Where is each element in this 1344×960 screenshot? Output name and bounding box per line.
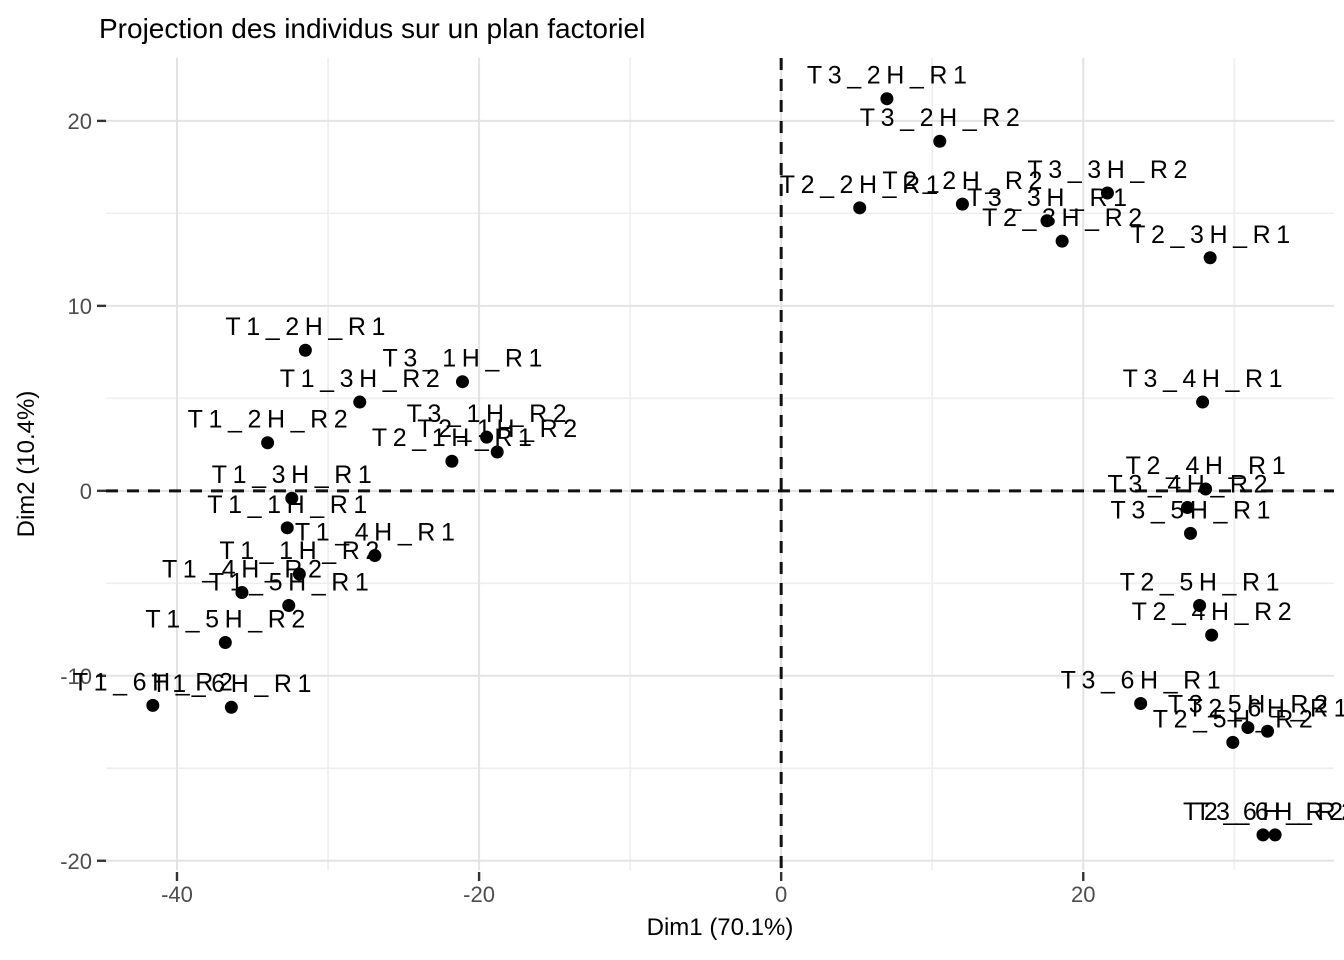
data-point-T2_4H_R1 (1199, 482, 1213, 496)
point-label-T1_6H_R1: T1_6H_R1 (151, 670, 311, 698)
point-label-T3_5H_R1: T3_5H_R1 (1111, 496, 1271, 524)
point-label-T1_5H_R1: T1_5H_R1 (209, 568, 369, 596)
point-label-T2_5H_R1: T2_5H_R1 (1120, 568, 1280, 596)
point-label-T2_3H_R1: T2_3H_R1 (1130, 221, 1290, 249)
point-label-T1_1H_R1: T1_1H_R1 (207, 491, 367, 519)
y-axis-title: Dim2 (10.4%) (13, 390, 40, 538)
data-point-T2_6H_R2 (1256, 828, 1270, 842)
point-label-T2_2H_R2: T2_2H_R2 (882, 167, 1042, 195)
point-label-T1_4H_R2: T1_4H_R2 (162, 556, 322, 584)
y-axis-tick-label: 0 (80, 479, 92, 504)
point-label-T2_2H_R1: T2_2H_R1 (780, 171, 940, 199)
y-axis-tick-label: -10 (60, 664, 92, 689)
point-label-T1_4H_R1: T1_4H_R1 (295, 519, 455, 547)
point-label-T1_2H_R2: T1_2H_R2 (188, 406, 348, 434)
data-point-T1_4H_R1 (368, 549, 382, 563)
data-point-T3_3H_R1 (1040, 214, 1054, 228)
data-point-T2_3H_R2 (1055, 234, 1069, 248)
data-point-T1_6H_R1 (224, 700, 238, 714)
x-axis-tick-label: -20 (463, 882, 495, 907)
data-point-T1_5H_R2 (218, 635, 232, 649)
data-point-T3_1H_R2 (480, 430, 494, 444)
chart-title: Projection des individus sur un plan fac… (99, 13, 646, 44)
data-point-T2_1H_R2 (490, 445, 504, 459)
data-point-T1_1H_R1 (280, 521, 294, 535)
data-point-T1_4H_R2 (235, 586, 249, 600)
data-point-T3_5H_R2 (1241, 721, 1255, 735)
point-label-T1_2H_R1: T1_2H_R1 (225, 313, 385, 341)
point-label-T2_4H_R1: T2_4H_R1 (1126, 452, 1286, 480)
point-label-T1_5H_R2: T1_5H_R2 (145, 605, 305, 633)
point-label-T3_4H_R1: T3_4H_R1 (1123, 365, 1283, 393)
point-label-T3_4H_R2: T3_4H_R2 (1107, 470, 1267, 498)
data-point-T1_2H_R1 (298, 343, 312, 357)
point-label-T2_1H_R1: T2_1H_R1 (372, 424, 532, 452)
x-axis-tick-label: -40 (161, 882, 193, 907)
x-axis-tick-label: 20 (1071, 882, 1095, 907)
data-point-T3_6H_R1 (1134, 697, 1148, 711)
data-point-T3_1H_R1 (455, 375, 469, 389)
point-label-T2_5H_R2: T2_5H_R2 (1153, 705, 1313, 733)
point-label-T3_6H_R1: T3_6H_R1 (1061, 667, 1221, 695)
point-label-T3_2H_R2: T3_2H_R2 (860, 104, 1020, 132)
data-point-T1_3H_R2 (353, 395, 367, 409)
point-label-T2_3H_R2: T2_3H_R2 (982, 204, 1142, 232)
y-axis-tick-label: -20 (60, 849, 92, 874)
point-label-T3_1H_R2: T3_1H_R2 (407, 400, 567, 428)
point-label-T1_3H_R2: T1_3H_R2 (280, 365, 440, 393)
data-point-T3_2H_R1 (880, 92, 894, 106)
data-point-T2_2H_R2 (955, 197, 969, 211)
point-label-T2_6H_R2: T2_6H_R2 (1183, 798, 1343, 826)
point-label-T2_1H_R2: T2_1H_R2 (417, 415, 577, 443)
point-label-T3_3H_R1: T3_3H_R1 (967, 184, 1127, 212)
point-label-T3_2H_R1: T3_2H_R1 (807, 62, 967, 90)
data-point-T2_4H_R2 (1205, 628, 1219, 642)
data-point-T3_4H_R2 (1180, 500, 1194, 514)
data-point-T2_2H_R1 (853, 201, 867, 215)
data-point-T1_5H_R1 (282, 598, 296, 612)
data-point-T2_3H_R1 (1203, 251, 1217, 265)
point-label-T1_6H_R2: T1_6H_R2 (73, 668, 233, 696)
data-point-T3_5H_R1 (1184, 526, 1198, 540)
data-point-T3_6H_R2 (1268, 828, 1282, 842)
data-point-T1_6H_R2 (146, 698, 160, 712)
y-axis-tick-label: 20 (68, 109, 92, 134)
data-point-T2_5H_R1 (1193, 598, 1207, 612)
data-point-T2_6H_R1 (1261, 724, 1275, 738)
point-label-T1_3H_R1: T1_3H_R1 (212, 461, 372, 489)
data-point-T3_2H_R2 (933, 134, 947, 148)
point-label-T3_5H_R2: T3_5H_R2 (1168, 691, 1328, 719)
data-point-T3_3H_R2 (1100, 186, 1114, 200)
data-point-T1_1H_R2 (292, 567, 306, 581)
data-point-T2_1H_R1 (445, 454, 459, 468)
point-label-T1_1H_R2: T1_1H_R2 (219, 537, 379, 565)
data-point-T1_2H_R2 (261, 436, 275, 450)
x-axis-tick-label: 0 (775, 882, 787, 907)
data-point-T3_4H_R1 (1196, 395, 1210, 409)
point-label-T3_1H_R1: T3_1H_R1 (382, 345, 542, 373)
point-label-T2_4H_R2: T2_4H_R2 (1132, 598, 1292, 626)
data-point-T2_5H_R2 (1226, 735, 1240, 749)
y-axis-tick-label: 10 (68, 294, 92, 319)
point-label-T3_3H_R2: T3_3H_R2 (1027, 156, 1187, 184)
data-point-T1_3H_R1 (285, 491, 299, 505)
x-axis-title: Dim1 (70.1%) (646, 914, 794, 941)
